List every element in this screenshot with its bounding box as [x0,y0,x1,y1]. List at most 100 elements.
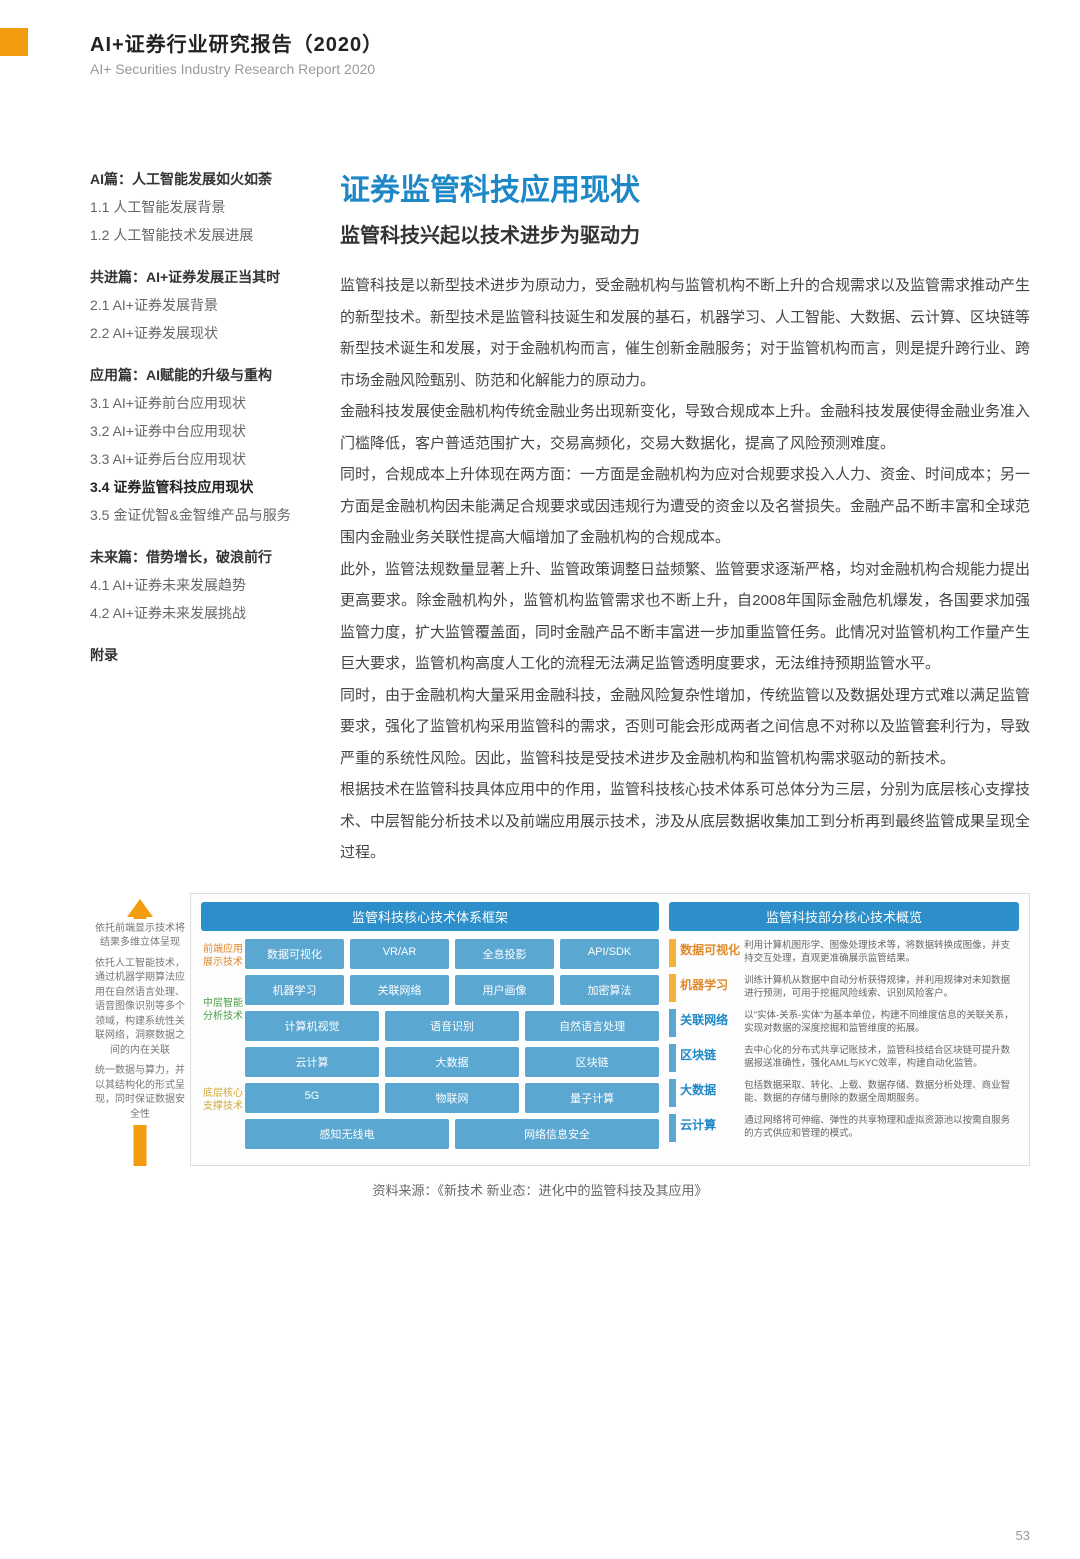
paragraph: 根据技术在监管科技具体应用中的作用，监管科技核心技术体系可总体分为三层，分别为底… [340,774,1030,869]
toc-section-title: 共进篇：AI+证券发展正当其时 [90,263,310,291]
overview-row: 关联网络以"实体-关系-实体"为基本单位，构建不同维度信息的关联关系，实现对数据… [669,1009,1019,1037]
toc-item[interactable]: 3.4 证券监管科技应用现状 [90,473,310,501]
toc-item[interactable]: 2.1 AI+证券发展背景 [90,291,310,319]
overview-label: 区块链 [680,1044,744,1063]
block-row: 感知无线电网络信息安全 [245,1119,659,1149]
diagram: 依托前端显示技术将结果多维立体呈现依托人工智能技术，通过机器学期算法应用在自然语… [90,893,1030,1166]
toc-item[interactable]: 2.2 AI+证券发展现状 [90,319,310,347]
arrow-up-icon [127,899,153,917]
toc-section-title: 应用篇：AI赋能的升级与重构 [90,361,310,389]
toc-section-title: 附录 [90,641,310,669]
main-area: AI篇：人工智能发展如火如荼1.1 人工智能发展背景1.2 人工智能技术发展进展… [0,85,1080,869]
overview-desc: 训练计算机从数据中自动分析获得规律，并利用规律对未知数据进行预测，可用于挖掘风险… [744,974,1019,1002]
overview-row: 机器学习训练计算机从数据中自动分析获得规律，并利用规律对未知数据进行预测，可用于… [669,974,1019,1002]
header-accent [0,28,28,56]
tech-block: 自然语言处理 [525,1011,659,1041]
block-row: 5G物联网量子计算 [245,1083,659,1113]
overview-header: 监管科技部分核心技术概览 [669,902,1019,931]
overview-label: 关联网络 [680,1009,744,1028]
tech-block: 网络信息安全 [455,1119,659,1149]
overview-label: 机器学习 [680,974,744,993]
tech-block: 计算机视觉 [245,1011,379,1041]
framework-layer: 底层核心支撑技术云计算大数据区块链5G物联网量子计算感知无线电网络信息安全 [201,1047,659,1155]
tech-block: 大数据 [385,1047,519,1077]
tech-block: 感知无线电 [245,1119,449,1149]
paragraph: 此外，监管法规数量显著上升、监管政策调整日益频繁、监管要求逐渐严格，均对金融机构… [340,554,1030,680]
tech-block: 云计算 [245,1047,379,1077]
overview-marker [669,1079,676,1107]
toc-item[interactable]: 3.5 金证优智&金智维产品与服务 [90,501,310,529]
overview-column: 监管科技部分核心技术概览 数据可视化利用计算机图形学、图像处理技术等，将数据转换… [659,902,1019,1155]
framework-layers: 前端应用展示技术数据可视化VR/AR全息投影API/SDK中层智能分析技术机器学… [201,939,659,1155]
overview-label: 大数据 [680,1079,744,1098]
overview-desc: 去中心化的分布式共享记账技术，监管科技结合区块链可提升数据报送准确性，强化AML… [744,1044,1019,1072]
tech-block: 数据可视化 [245,939,344,969]
overview-desc: 包括数据采取、转化、上载、数据存储、数据分析处理、商业智能、数据的存储与删除的数… [744,1079,1019,1107]
arrow-label: 统一数据与算力，并以其结构化的形式呈现，同时保证数据安全性 [90,1061,190,1125]
toc-sidebar: AI篇：人工智能发展如火如荼1.1 人工智能发展背景1.2 人工智能技术发展进展… [90,165,310,869]
block-row: 机器学习关联网络用户画像加密算法 [245,975,659,1005]
article-h1: 证券监管科技应用现状 [340,165,1030,209]
tech-block: 物联网 [385,1083,519,1113]
tech-block: 全息投影 [455,939,554,969]
overview-label: 数据可视化 [680,939,744,958]
paragraph: 监管科技是以新型技术进步为原动力，受金融机构与监管机构不断上升的合规需求以及监管… [340,270,1030,396]
diagram-arrow-column: 依托前端显示技术将结果多维立体呈现依托人工智能技术，通过机器学期算法应用在自然语… [90,893,190,1166]
page-header: AI+证券行业研究报告（2020） AI+ Securities Industr… [0,0,1080,85]
layer-label: 底层核心支撑技术 [201,1047,245,1155]
framework-column: 监管科技核心技术体系框架 前端应用展示技术数据可视化VR/AR全息投影API/S… [201,902,659,1155]
tech-block: 5G [245,1083,379,1113]
overview-desc: 利用计算机图形学、图像处理技术等，将数据转换成图像，并支持交互处理，直观更准确展… [744,939,1019,967]
overview-desc: 通过网络将可伸缩、弹性的共享物理和虚拟资源池以按需自服务的方式供应和管理的模式。 [744,1114,1019,1142]
overview-desc: 以"实体-关系-实体"为基本单位，构建不同维度信息的关联关系，实现对数据的深度挖… [744,1009,1019,1037]
overview-row: 大数据包括数据采取、转化、上载、数据存储、数据分析处理、商业智能、数据的存储与删… [669,1079,1019,1107]
toc-section-title: AI篇：人工智能发展如火如荼 [90,165,310,193]
header-title-en: AI+ Securities Industry Research Report … [90,61,1080,77]
arrow-label: 依托人工智能技术，通过机器学期算法应用在自然语言处理、语音图像识别等多个领域，构… [90,954,190,1062]
tech-block: VR/AR [350,939,449,969]
toc-item[interactable]: 3.1 AI+证券前台应用现状 [90,389,310,417]
block-row: 数据可视化VR/AR全息投影API/SDK [245,939,659,969]
layer-label: 前端应用展示技术 [201,939,245,975]
tech-block: 加密算法 [560,975,659,1005]
paragraph: 同时，合规成本上升体现在两方面：一方面是金融机构为应对合规要求投入人力、资金、时… [340,459,1030,554]
overview-row: 数据可视化利用计算机图形学、图像处理技术等，将数据转换成图像，并支持交互处理，直… [669,939,1019,967]
toc-item[interactable]: 4.2 AI+证券未来发展挑战 [90,599,310,627]
block-row: 计算机视觉语音识别自然语言处理 [245,1011,659,1041]
tech-block: 机器学习 [245,975,344,1005]
overview-row: 区块链去中心化的分布式共享记账技术，监管科技结合区块链可提升数据报送准确性，强化… [669,1044,1019,1072]
tech-block: 语音识别 [385,1011,519,1041]
tech-block: 用户画像 [455,975,554,1005]
overview-marker [669,939,676,967]
framework-header: 监管科技核心技术体系框架 [201,902,659,931]
article-content: 证券监管科技应用现状 监管科技兴起以技术进步为驱动力 监管科技是以新型技术进步为… [310,165,1030,869]
article-body: 监管科技是以新型技术进步为原动力，受金融机构与监管机构不断上升的合规需求以及监管… [340,270,1030,869]
overview-marker [669,1114,676,1142]
tech-block: 关联网络 [350,975,449,1005]
article-h2: 监管科技兴起以技术进步为驱动力 [340,219,1030,248]
toc-item[interactable]: 3.3 AI+证券后台应用现状 [90,445,310,473]
layer-label: 中层智能分析技术 [201,975,245,1047]
paragraph: 金融科技发展使金融机构传统金融业务出现新变化，导致合规成本上升。金融科技发展使得… [340,396,1030,459]
arrow-label: 依托前端显示技术将结果多维立体呈现 [90,919,190,954]
toc-item[interactable]: 1.1 人工智能发展背景 [90,193,310,221]
overview-row: 云计算通过网络将可伸缩、弹性的共享物理和虚拟资源池以按需自服务的方式供应和管理的… [669,1114,1019,1142]
overview-marker [669,1044,676,1072]
toc-item[interactable]: 4.1 AI+证券未来发展趋势 [90,571,310,599]
overview-marker [669,1009,676,1037]
report-page: AI+证券行业研究报告（2020） AI+ Securities Industr… [0,0,1080,1559]
paragraph: 同时，由于金融机构大量采用金融科技，金融风险复杂性增加，传统监管以及数据处理方式… [340,680,1030,775]
tech-block: 量子计算 [525,1083,659,1113]
overview-marker [669,974,676,1002]
page-number: 53 [1016,1528,1030,1543]
framework-layer: 中层智能分析技术机器学习关联网络用户画像加密算法计算机视觉语音识别自然语言处理 [201,975,659,1047]
overview-label: 云计算 [680,1114,744,1133]
diagram-body: 监管科技核心技术体系框架 前端应用展示技术数据可视化VR/AR全息投影API/S… [190,893,1030,1166]
diagram-source: 资料来源：《新技术 新业态：进化中的监管科技及其应用》 [0,1180,1080,1199]
toc-item[interactable]: 3.2 AI+证券中台应用现状 [90,417,310,445]
tech-block: API/SDK [560,939,659,969]
block-row: 云计算大数据区块链 [245,1047,659,1077]
overview-list: 数据可视化利用计算机图形学、图像处理技术等，将数据转换成图像，并支持交互处理，直… [669,939,1019,1149]
header-title-cn: AI+证券行业研究报告（2020） [90,28,1080,57]
toc-item[interactable]: 1.2 人工智能技术发展进展 [90,221,310,249]
